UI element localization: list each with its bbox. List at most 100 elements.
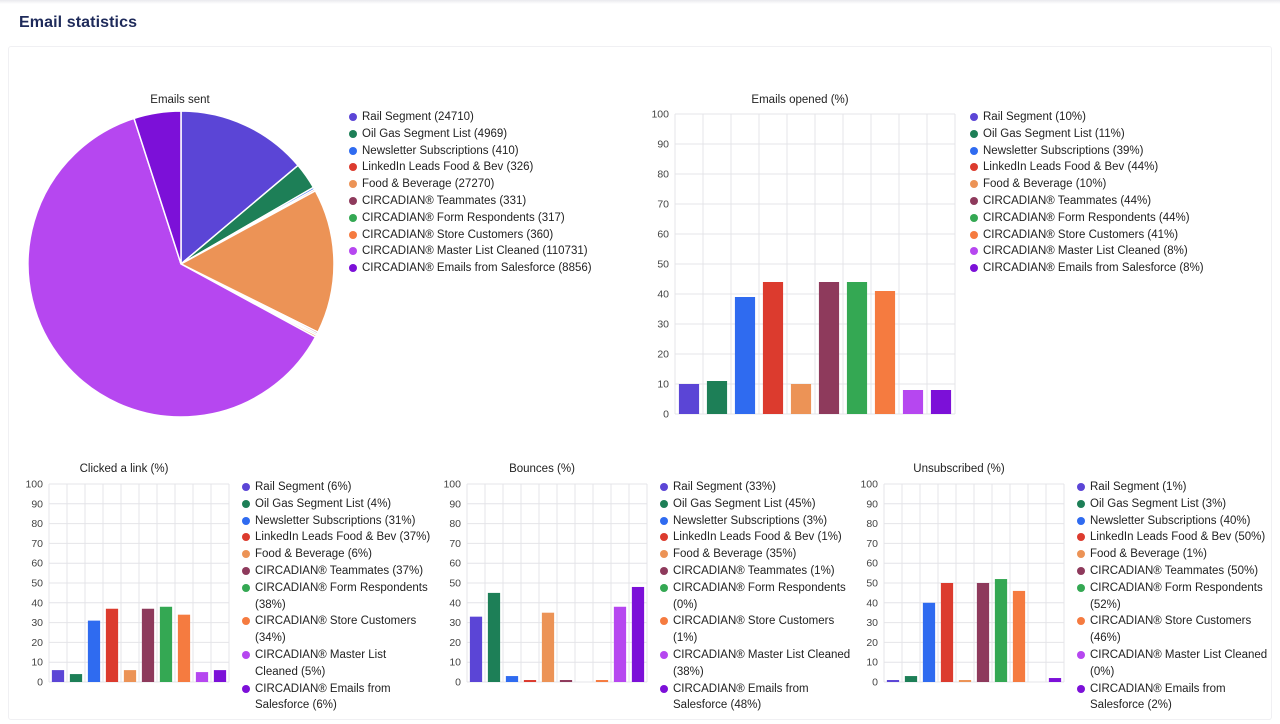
bar-oil-gas-segment-list[interactable] <box>706 381 728 414</box>
bar-circadian-emails-from-salesforce[interactable] <box>930 390 952 414</box>
legend-item-circadian-store-customers[interactable]: CIRCADIAN® Store Customers (1%) <box>660 613 856 647</box>
bar-circadian-form-respondents[interactable] <box>159 606 173 682</box>
legend-item-linkedin-leads-food-bev[interactable]: LinkedIn Leads Food & Bev (44%) <box>970 159 1230 176</box>
legend-item-newsletter-subscriptions[interactable]: Newsletter Subscriptions (39%) <box>970 143 1230 160</box>
y-tick-label: 90 <box>449 498 461 510</box>
bar-circadian-store-customers[interactable] <box>177 614 191 682</box>
legend-item-food-beverage[interactable]: Food & Beverage (35%) <box>660 546 856 563</box>
legend-item-oil-gas-segment-list[interactable]: Oil Gas Segment List (4969) <box>349 126 609 143</box>
legend-item-oil-gas-segment-list[interactable]: Oil Gas Segment List (45%) <box>660 496 856 513</box>
legend-label: CIRCADIAN® Teammates (37%) <box>255 564 424 577</box>
legend-item-circadian-form-respondents[interactable]: CIRCADIAN® Form Respondents (52%) <box>1077 580 1273 614</box>
bar-food-beverage[interactable] <box>541 612 555 682</box>
bar-oil-gas-segment-list[interactable] <box>69 674 83 682</box>
legend-item-food-beverage[interactable]: Food & Beverage (10%) <box>970 176 1230 193</box>
legend-item-rail-segment[interactable]: Rail Segment (1%) <box>1077 479 1273 496</box>
bar-linkedin-leads-food-bev[interactable] <box>105 608 119 682</box>
legend-item-linkedin-leads-food-bev[interactable]: LinkedIn Leads Food & Bev (50%) <box>1077 529 1273 546</box>
legend-item-oil-gas-segment-list[interactable]: Oil Gas Segment List (3%) <box>1077 496 1273 513</box>
legend-item-oil-gas-segment-list[interactable]: Oil Gas Segment List (4%) <box>242 496 432 513</box>
bar-rail-segment[interactable] <box>886 680 900 682</box>
bar-circadian-teammates[interactable] <box>976 583 990 682</box>
bar-circadian-emails-from-salesforce[interactable] <box>631 586 645 682</box>
legend-item-circadian-store-customers[interactable]: CIRCADIAN® Store Customers (360) <box>349 227 609 244</box>
bar-newsletter-subscriptions[interactable] <box>505 676 519 682</box>
y-tick-label: 80 <box>657 169 669 181</box>
bar-circadian-store-customers[interactable] <box>595 680 609 682</box>
bar-newsletter-subscriptions[interactable] <box>87 620 101 682</box>
legend-item-circadian-master-list-cleaned[interactable]: CIRCADIAN® Master List Cleaned (0%) <box>1077 647 1273 681</box>
legend-item-circadian-master-list-cleaned[interactable]: CIRCADIAN® Master List Cleaned (8%) <box>970 243 1230 260</box>
legend-item-circadian-emails-from-salesforce[interactable]: CIRCADIAN® Emails from Salesforce (48%) <box>660 681 856 715</box>
bar-circadian-teammates[interactable] <box>559 680 573 682</box>
legend-item-linkedin-leads-food-bev[interactable]: LinkedIn Leads Food & Bev (37%) <box>242 529 432 546</box>
legend-item-circadian-form-respondents[interactable]: CIRCADIAN® Form Respondents (44%) <box>970 210 1230 227</box>
legend-item-newsletter-subscriptions[interactable]: Newsletter Subscriptions (31%) <box>242 513 432 530</box>
legend-item-linkedin-leads-food-bev[interactable]: LinkedIn Leads Food & Bev (326) <box>349 159 609 176</box>
bar-newsletter-subscriptions[interactable] <box>734 297 756 414</box>
bar-circadian-master-list-cleaned[interactable] <box>195 672 209 682</box>
legend-item-circadian-emails-from-salesforce[interactable]: CIRCADIAN® Emails from Salesforce (8%) <box>970 260 1230 277</box>
bar-circadian-emails-from-salesforce[interactable] <box>213 670 227 682</box>
legend-item-rail-segment[interactable]: Rail Segment (6%) <box>242 479 432 496</box>
bar-rail-segment[interactable] <box>469 616 483 682</box>
bar-oil-gas-segment-list[interactable] <box>904 676 918 682</box>
legend-item-circadian-store-customers[interactable]: CIRCADIAN® Store Customers (34%) <box>242 613 432 647</box>
pie-slice-rail-segment[interactable] <box>180 110 300 266</box>
legend-item-rail-segment[interactable]: Rail Segment (33%) <box>660 479 856 496</box>
legend-item-circadian-teammates[interactable]: CIRCADIAN® Teammates (1%) <box>660 563 856 580</box>
bar-circadian-master-list-cleaned[interactable] <box>613 606 627 682</box>
bar-linkedin-leads-food-bev[interactable] <box>523 680 537 682</box>
bar-circadian-emails-from-salesforce[interactable] <box>1048 678 1062 682</box>
bar-circadian-form-respondents[interactable] <box>846 282 868 414</box>
legend-item-food-beverage[interactable]: Food & Beverage (6%) <box>242 546 432 563</box>
legend-label: CIRCADIAN® Master List Cleaned (8%) <box>983 245 1188 258</box>
legend-item-circadian-master-list-cleaned[interactable]: CIRCADIAN® Master List Cleaned (38%) <box>660 647 856 681</box>
legend-swatch <box>660 650 668 659</box>
legend-item-oil-gas-segment-list[interactable]: Oil Gas Segment List (11%) <box>970 126 1230 143</box>
bar-newsletter-subscriptions[interactable] <box>922 602 936 682</box>
legend-item-circadian-teammates[interactable]: CIRCADIAN® Teammates (331) <box>349 193 609 210</box>
legend-item-circadian-form-respondents[interactable]: CIRCADIAN® Form Respondents (0%) <box>660 580 856 614</box>
legend-item-rail-segment[interactable]: Rail Segment (24710) <box>349 109 609 126</box>
legend-item-circadian-master-list-cleaned[interactable]: CIRCADIAN® Master List Cleaned (110731) <box>349 243 609 260</box>
legend-item-newsletter-subscriptions[interactable]: Newsletter Subscriptions (410) <box>349 143 609 160</box>
legend-item-circadian-teammates[interactable]: CIRCADIAN® Teammates (37%) <box>242 563 432 580</box>
bar-circadian-master-list-cleaned[interactable] <box>902 390 924 414</box>
bar-circadian-teammates[interactable] <box>141 608 155 682</box>
pie-slice-circadian-emails-from-salesforce[interactable] <box>133 110 182 265</box>
bar-linkedin-leads-food-bev[interactable] <box>762 282 784 414</box>
legend-item-circadian-teammates[interactable]: CIRCADIAN® Teammates (50%) <box>1077 563 1273 580</box>
legend-item-circadian-master-list-cleaned[interactable]: CIRCADIAN® Master List Cleaned (5%) <box>242 647 432 681</box>
pie-slice-circadian-master-list-cleaned[interactable] <box>27 117 317 418</box>
bar-food-beverage[interactable] <box>123 670 137 682</box>
bar-food-beverage[interactable] <box>790 384 812 414</box>
top-bar <box>0 0 1280 4</box>
bar-circadian-store-customers[interactable] <box>874 291 896 414</box>
bar-food-beverage[interactable] <box>958 680 972 682</box>
bar-circadian-teammates[interactable] <box>818 282 840 414</box>
legend-item-circadian-store-customers[interactable]: CIRCADIAN® Store Customers (41%) <box>970 227 1230 244</box>
legend-item-rail-segment[interactable]: Rail Segment (10%) <box>970 109 1230 126</box>
pie-chart-emails-sent <box>27 110 335 418</box>
legend-item-circadian-emails-from-salesforce[interactable]: CIRCADIAN® Emails from Salesforce (6%) <box>242 681 432 715</box>
bar-rail-segment[interactable] <box>678 384 700 414</box>
legend-item-circadian-teammates[interactable]: CIRCADIAN® Teammates (44%) <box>970 193 1230 210</box>
legend-item-food-beverage[interactable]: Food & Beverage (1%) <box>1077 546 1273 563</box>
legend-label: CIRCADIAN® Form Respondents (52%) <box>1090 581 1263 611</box>
bar-oil-gas-segment-list[interactable] <box>487 592 501 682</box>
legend-item-circadian-form-respondents[interactable]: CIRCADIAN® Form Respondents (317) <box>349 210 609 227</box>
legend-item-circadian-emails-from-salesforce[interactable]: CIRCADIAN® Emails from Salesforce (8856) <box>349 260 609 277</box>
legend-item-food-beverage[interactable]: Food & Beverage (27270) <box>349 176 609 193</box>
bar-circadian-store-customers[interactable] <box>1012 590 1026 682</box>
legend-item-newsletter-subscriptions[interactable]: Newsletter Subscriptions (3%) <box>660 513 856 530</box>
legend-item-circadian-emails-from-salesforce[interactable]: CIRCADIAN® Emails from Salesforce (2%) <box>1077 681 1273 715</box>
legend-item-circadian-form-respondents[interactable]: CIRCADIAN® Form Respondents (38%) <box>242 580 432 614</box>
legend-item-linkedin-leads-food-bev[interactable]: LinkedIn Leads Food & Bev (1%) <box>660 529 856 546</box>
pie-slice-food-beverage[interactable] <box>179 189 335 334</box>
legend-item-circadian-store-customers[interactable]: CIRCADIAN® Store Customers (46%) <box>1077 613 1273 647</box>
bar-circadian-form-respondents[interactable] <box>994 579 1008 682</box>
bar-linkedin-leads-food-bev[interactable] <box>940 583 954 682</box>
legend-item-newsletter-subscriptions[interactable]: Newsletter Subscriptions (40%) <box>1077 513 1273 530</box>
bar-rail-segment[interactable] <box>51 670 65 682</box>
